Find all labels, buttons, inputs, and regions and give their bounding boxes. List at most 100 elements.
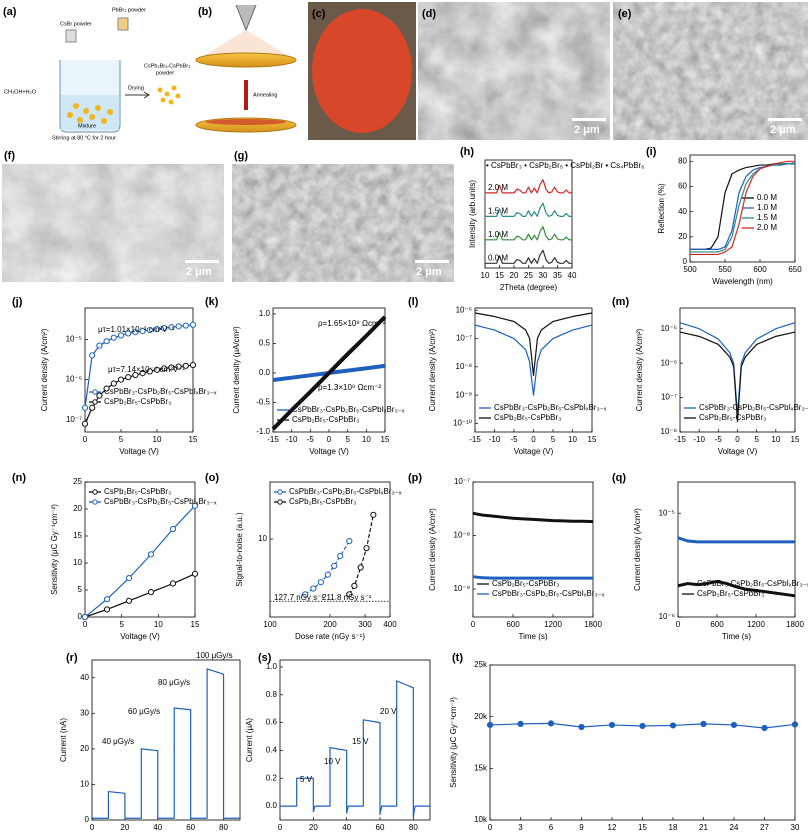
x-tick-label: -15 — [469, 435, 481, 444]
series-line — [690, 160, 795, 256]
series-line — [485, 202, 572, 217]
y-tick-label: 10⁻⁸ — [454, 531, 471, 540]
x-tick-label: 24 — [730, 823, 739, 832]
x-tick-label: 10 — [154, 620, 163, 629]
legend-label: 2.0 M — [488, 183, 508, 192]
legend-marker — [92, 389, 98, 395]
plot-frame — [689, 154, 796, 263]
x-axis-label: 2Theta (degree) — [500, 283, 558, 292]
panel-label: (a) — [3, 6, 17, 18]
scale-bar — [185, 260, 219, 263]
panel-label: (b) — [198, 6, 212, 18]
spray — [205, 30, 287, 55]
data-point — [81, 404, 89, 411]
x-axis-label: Voltage (V) — [718, 447, 758, 456]
x-tick-label: 0 — [327, 435, 332, 444]
x-tick-label: 500 — [683, 265, 697, 274]
y-tick-label: 25 — [73, 477, 82, 486]
x-tick-label: 40 — [568, 271, 577, 280]
series-line — [677, 579, 796, 598]
panel-a: (a) CsBr powder PbBr₂ powder CH₃OH+H₂O D… — [3, 6, 190, 142]
panel-label: (m) — [612, 296, 629, 308]
data-point — [103, 606, 111, 613]
x-tick-label: 1200 — [747, 620, 765, 629]
panel-label: (r) — [66, 652, 78, 664]
x-tick-label: 18 — [669, 823, 678, 832]
x-tick-label: 15 — [191, 620, 200, 629]
legend-label: 1.5 M — [757, 213, 777, 222]
data-point — [132, 329, 139, 336]
x-tick-label: 60 — [376, 823, 385, 832]
panel-e: (e) 2 μm — [613, 2, 808, 140]
legend-label: CsPbBr₃-CsPb₂Br₅-CsPbIₓBr₃₋ₓ — [492, 589, 605, 598]
nozzle — [235, 4, 257, 32]
scale-bar — [768, 118, 802, 121]
y-tick-label: 0.2 — [266, 773, 278, 782]
panel-label: (q) — [612, 472, 626, 484]
y-tick-label: 10⁻⁸ — [661, 427, 678, 436]
x-tick-label: 35 — [553, 271, 562, 280]
x-tick-label: 80 — [409, 823, 418, 832]
data-point — [337, 552, 344, 560]
x-tick-label: -5 — [510, 435, 518, 444]
panel-label: (p) — [408, 472, 422, 484]
data-point — [139, 370, 146, 377]
series-line — [485, 249, 572, 264]
y-tick-label: 10⁻⁶ — [661, 358, 677, 367]
y-axis-label: Current density (A/cm²) — [428, 328, 437, 411]
series-line — [280, 680, 430, 818]
panel-label: (c) — [312, 8, 326, 20]
x-tick-label: 9 — [579, 823, 584, 832]
data-point — [639, 722, 646, 730]
x-tick-label: 1200 — [544, 620, 562, 629]
annotation: 100 μGy/s — [196, 651, 233, 660]
data-point — [168, 324, 175, 331]
annotation: • CsPbBr₃ • CsPb₂Br₅ • CsPbI₂Br • Cs₄PbB… — [486, 161, 644, 170]
y-axis-label: Current density (A/cm²) — [635, 328, 644, 411]
annotation: 10 V — [324, 757, 341, 766]
series-line — [84, 364, 194, 425]
y-tick-label: -1.0 — [256, 427, 270, 436]
y-tick-label: 1.0 — [266, 662, 278, 671]
legend-label: CsPb₂Br₅-CsPbBr₃ — [697, 589, 764, 598]
plot-frame — [677, 481, 796, 618]
series-line — [690, 161, 796, 253]
substrate — [195, 52, 297, 68]
x-tick-label: 10 — [771, 435, 780, 444]
data-point — [669, 722, 677, 729]
data-point — [346, 591, 353, 598]
plot-frame — [91, 659, 241, 821]
arrow-head — [143, 91, 150, 99]
annotation: 40 μGy/s — [102, 737, 134, 746]
scale-bar-label: 2 μm — [416, 266, 442, 278]
data-point — [103, 385, 110, 392]
y-tick-label: 20 — [73, 504, 82, 513]
legend-label: CsPbBr₃-CsPb₂Br₅-CsPbIₓBr₃₋ₓ — [697, 579, 808, 588]
y-tick-label: 10 — [258, 534, 267, 543]
x-tick-label: 15 — [381, 435, 390, 444]
x-tick-label: 0 — [278, 823, 283, 832]
data-point — [486, 721, 494, 729]
y-tick-label: 10⁻⁷ — [66, 415, 82, 424]
data-point — [117, 376, 125, 383]
x-tick-label: 5 — [119, 620, 124, 629]
data-point — [125, 330, 132, 337]
y-axis-label: Current density (A/cm²) — [40, 328, 49, 411]
legend-label: CsPbBr₃-CsPb₂Br₅-CsPbIₓBr₃₋ₓ — [494, 403, 607, 412]
y-tick-label: 10 — [73, 558, 82, 567]
panel-label: (e) — [618, 8, 632, 20]
plot-frame — [84, 481, 196, 618]
annotation: CsPb₂Br₅-CsPbBr₃ — [144, 63, 190, 69]
y-tick-label: 10⁻⁶ — [659, 612, 675, 621]
chart: (m) -15 -10 -5 0 5 10 15 10⁻⁸ 10⁻⁷ 10⁻⁶ 10⁻⁵ Voltage… — [612, 296, 808, 456]
x-tick-label: 600 — [753, 265, 767, 274]
y-tick-label: -0.5 — [256, 398, 270, 407]
series-line — [474, 324, 593, 396]
y-tick-label: 0 — [85, 815, 90, 824]
x-tick-label: 5 — [551, 435, 556, 444]
x-tick-label: 21 — [699, 823, 708, 832]
y-tick-label: 0.5 — [259, 339, 271, 348]
series-line — [84, 573, 196, 618]
y-tick-label: 40 — [678, 207, 687, 216]
